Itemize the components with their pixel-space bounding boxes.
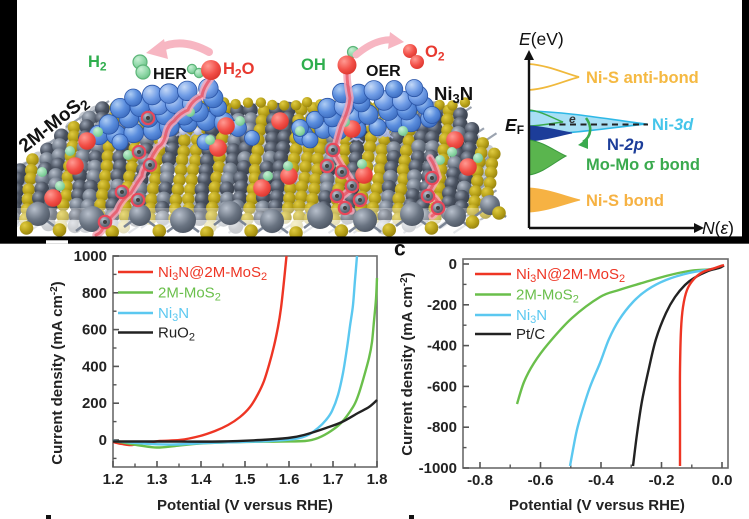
svg-text:1.3: 1.3 [147, 471, 168, 488]
svg-text:OER: OER [366, 63, 401, 80]
svg-text:1.8: 1.8 [367, 471, 388, 488]
svg-text:Ni-S anti-bond: Ni-S anti-bond [586, 69, 699, 87]
svg-text:-200: -200 [427, 297, 457, 314]
svg-text:0.0: 0.0 [712, 472, 733, 489]
svg-text:1.6: 1.6 [279, 471, 300, 488]
svg-text:400: 400 [82, 358, 107, 375]
svg-text:Current density (mA cm-2): Current density (mA cm-2) [399, 272, 416, 455]
svg-text:-400: -400 [427, 338, 457, 355]
svg-text:-0.4: -0.4 [588, 472, 615, 489]
svg-text:N-2p: N-2p [607, 136, 644, 154]
svg-text:-0.6: -0.6 [528, 472, 554, 489]
svg-text:e: e [569, 112, 576, 126]
svg-text:HER: HER [153, 66, 187, 83]
svg-text:N(ε): N(ε) [702, 218, 734, 238]
svg-text:Ni3N@2M-MoS2: Ni3N@2M-MoS2 [158, 264, 267, 283]
svg-text:Ni3N: Ni3N [158, 305, 189, 324]
svg-text:Ni3N: Ni3N [516, 307, 547, 326]
svg-text:-1000: -1000 [419, 460, 457, 477]
svg-text:200: 200 [82, 395, 107, 412]
svg-text:-600: -600 [427, 378, 457, 395]
svg-text:0: 0 [449, 256, 457, 273]
svg-text:1.7: 1.7 [323, 471, 344, 488]
svg-text:Potential (V versus RHE): Potential (V versus RHE) [509, 497, 685, 514]
svg-text:-0.2: -0.2 [649, 472, 675, 489]
svg-text:600: 600 [82, 322, 107, 339]
svg-text:2M-MoS2: 2M-MoS2 [158, 285, 221, 304]
svg-text:800: 800 [82, 285, 107, 302]
svg-text:Ni-3d: Ni-3d [652, 116, 694, 134]
svg-text:Current density (mA cm-2): Current density (mA cm-2) [49, 281, 66, 464]
svg-text:1.2: 1.2 [103, 471, 124, 488]
svg-text:1.4: 1.4 [191, 471, 213, 488]
svg-text:Mo-Mo σ bond: Mo-Mo σ bond [586, 156, 700, 174]
svg-text:Ni-S bond: Ni-S bond [586, 192, 664, 210]
svg-text:-800: -800 [427, 419, 457, 436]
svg-text:E(eV): E(eV) [519, 29, 564, 49]
svg-text:2M-MoS2: 2M-MoS2 [516, 287, 579, 306]
svg-text:H2O: H2O [223, 60, 255, 81]
svg-text:0: 0 [99, 432, 107, 449]
svg-text:Ni3N: Ni3N [434, 83, 473, 106]
svg-text:1000: 1000 [74, 248, 107, 265]
svg-text:Pt/C: Pt/C [516, 326, 545, 343]
svg-text:OH: OH [301, 56, 326, 74]
svg-text:RuO2: RuO2 [158, 325, 195, 344]
svg-text:Potential (V versus RHE): Potential (V versus RHE) [157, 497, 333, 514]
svg-text:1.5: 1.5 [235, 471, 256, 488]
svg-text:-0.8: -0.8 [467, 472, 493, 489]
svg-text:Ni3N@2M-MoS2: Ni3N@2M-MoS2 [516, 266, 625, 285]
